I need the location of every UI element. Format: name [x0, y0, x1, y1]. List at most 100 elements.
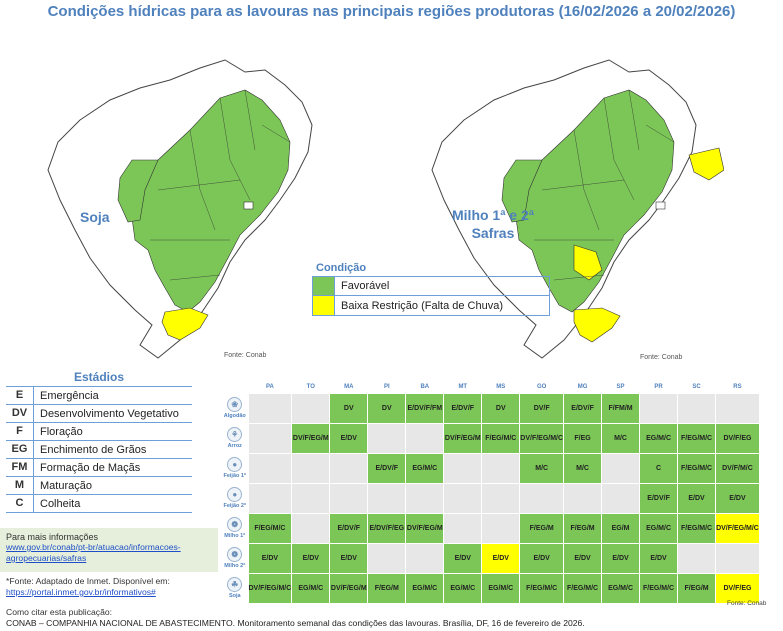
citation-text: CONAB – COMPANHIA NACIONAL DE ABASTECIME…: [6, 618, 585, 628]
table-cell: E/DV/F/FM: [405, 392, 445, 424]
crop-name: Feijão 1ª: [223, 473, 246, 479]
estadio-code: DV: [6, 405, 34, 422]
table-cell: [563, 482, 603, 514]
table-cell: F/EG/M/C: [481, 422, 521, 454]
corn-icon: ❁: [227, 517, 243, 532]
legend-item-favoravel: Favorável: [312, 276, 550, 296]
table-cell: F/EG/M: [677, 572, 717, 604]
conab-link-line2[interactable]: agropecuarias/safras: [6, 553, 87, 563]
table-cell: E/DV: [329, 422, 369, 454]
table-cell: F/EG/M: [519, 512, 565, 544]
table-cell: [367, 482, 407, 514]
table-row: ● Feijão 2ª E/DV/F E/DV E/DV: [222, 482, 760, 514]
restriction-region: [161, 307, 209, 341]
estadio-row: M Maturação: [6, 477, 192, 495]
table-cell: E/DV: [291, 542, 331, 574]
table-row: ⚘ Arroz DV/F/EG/M E/DV DV/F/EG/M F/EG/M/C DV/F…: [222, 422, 760, 454]
table-cell: [247, 392, 293, 424]
table-cell: [715, 542, 760, 574]
inmet-link[interactable]: https://portal.inmet.gov.br/informativos…: [6, 587, 156, 597]
milho-map: Milho 1ª e 2ª Safras Fonte: Conab: [424, 30, 724, 365]
soja-label: Soja: [80, 209, 110, 225]
table-cell: [481, 512, 521, 544]
table-cell: [443, 452, 483, 484]
table-cell: E/DV: [715, 482, 760, 514]
table-cell: E/DV/F: [639, 482, 679, 514]
table-cell: F/EG/M: [563, 512, 603, 544]
table-row: ❁ Milho 1ª F/EG/M/C E/DV/F E/DV/F/EG DV/F/EG/…: [222, 512, 760, 544]
column-header-sp: SP: [616, 384, 625, 391]
table-cell: [519, 482, 565, 514]
estadio-row: E Emergência: [6, 387, 192, 405]
table-row: ❁ Milho 2ª E/DV E/DV E/DV E/DV E/DV E/DV E/DV E/D…: [222, 542, 760, 574]
estadio-row: FM Formação de Maçãs: [6, 459, 192, 477]
table-cell: DV/F/EG/M: [291, 422, 331, 454]
table-cell: DV/F: [519, 392, 565, 424]
table-cell: DV/F/EG/M/C: [247, 572, 293, 604]
legend-swatch-favoravel: [313, 277, 335, 295]
corn-icon: ❁: [227, 547, 243, 562]
table-cell: EG/M/C: [639, 422, 679, 454]
estadio-code: E: [6, 387, 34, 404]
table-cell: [247, 452, 293, 484]
table-cell: [677, 392, 717, 424]
table-cell: E/DV/F: [367, 452, 407, 484]
table-cell: [329, 482, 369, 514]
table-cell: EG/M/C: [405, 452, 445, 484]
conab-link-line1[interactable]: www.gov.br/conab/pt-br/atuacao/informaco…: [6, 542, 181, 552]
crop-name: Milho 1ª: [224, 533, 246, 539]
map-source: Fonte: Conab: [224, 352, 267, 359]
table-cell: [291, 392, 331, 424]
table-row: ☘ Soja DV/F/EG/M/C EG/M/C DV/F/EG/M F/EG/M EG/…: [222, 572, 760, 604]
table-cell: EG/M: [601, 512, 641, 544]
restriction-region-ms: [573, 244, 603, 281]
table-cell: [247, 482, 293, 514]
table-cell: [639, 392, 679, 424]
table-cell: E/DV: [639, 542, 679, 574]
table-cell: DV: [481, 392, 521, 424]
table-cell: DV/F/EG: [715, 422, 760, 454]
table-cell: [291, 512, 331, 544]
inmet-source: *Fonte: Adaptado de Inmet. Disponível em…: [6, 576, 218, 598]
estadio-code: C: [6, 495, 34, 512]
table-cell: [405, 482, 445, 514]
column-header-ma: MA: [344, 384, 354, 391]
table-cell: M/C: [519, 452, 565, 484]
table-cell: F/EG/M: [367, 572, 407, 604]
table-source: Fonte: Conab: [727, 600, 767, 607]
table-cell: DV: [367, 392, 407, 424]
estadio-name: Desenvolvimento Vegetativo: [40, 407, 179, 420]
crop-label-cell: ● Feijão 1ª: [222, 453, 248, 483]
crop-name: Milho 2ª: [224, 563, 246, 569]
table-row: ● Feijão 1ª E/DV/F EG/M/C M/C M/C C F/EG/M/C DV/…: [222, 452, 760, 484]
crop-name: Algodão: [223, 413, 246, 419]
table-cell: M/C: [601, 422, 641, 454]
crop-label-cell: ☘ Soja: [222, 573, 248, 603]
crop-name: Soja: [228, 593, 241, 599]
table-cell: F/EG/M/C: [639, 572, 679, 604]
estadio-code: FM: [6, 459, 34, 476]
table-cell: [247, 422, 293, 454]
table-cell: [443, 482, 483, 514]
table-row: ❀ Algodão DV DV E/DV/F/FM E/DV/F DV DV/F E/DV/F F…: [222, 392, 760, 424]
table-cell: F/EG/M/C: [563, 572, 603, 604]
table-cell: [367, 542, 407, 574]
table-cell: [405, 542, 445, 574]
estadio-code: EG: [6, 441, 34, 458]
table-cell: EG/M/C: [443, 572, 483, 604]
page-title: Condições hídricas para as lavouras nas …: [47, 3, 736, 20]
legend-label: Baixa Restrição (Falta de Chuva): [341, 299, 504, 312]
estadios-title: Estádios: [6, 370, 192, 387]
table-cell: EG/M/C: [291, 572, 331, 604]
column-header-pa: PA: [265, 384, 274, 391]
table-cell: E/DV/F: [443, 392, 483, 424]
table-cell: DV/F/EG/M/C: [519, 422, 565, 454]
favorable-region: [131, 89, 291, 313]
estadio-code: F: [6, 423, 34, 440]
citation-heading: Como citar esta publicação:: [6, 607, 113, 617]
estadio-name: Formação de Maçãs: [40, 461, 141, 474]
estadio-name: Enchimento de Grãos: [40, 443, 147, 456]
table-cell: F/EG/M/C: [247, 512, 293, 544]
estadio-row: C Colheita: [6, 495, 192, 513]
estadios-legend: Estádios E Emergência DV Desenvolvimento V…: [6, 370, 192, 513]
